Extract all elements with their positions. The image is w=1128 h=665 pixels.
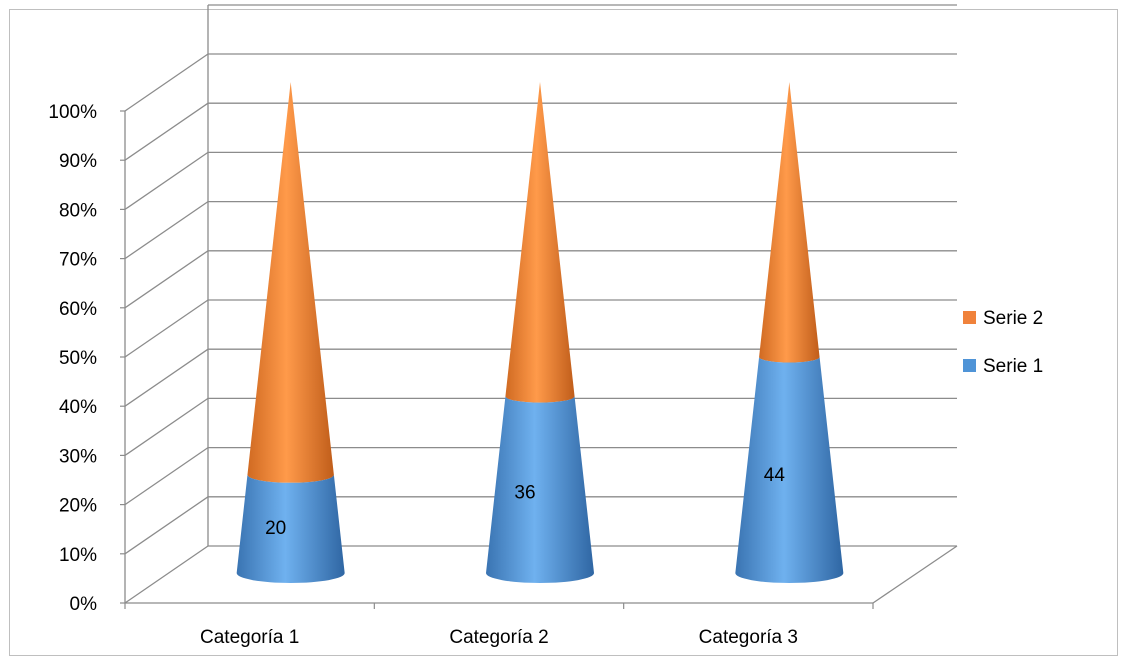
cone-3 — [735, 82, 844, 583]
category-label: Categoría 2 — [449, 627, 548, 648]
cone-segment-serie-2 — [759, 82, 820, 363]
gridline-diagonal — [124, 53, 209, 112]
cone-segment-serie-1 — [236, 474, 345, 583]
cone-2 — [486, 82, 594, 583]
gridline-diagonal — [124, 299, 209, 358]
cone-1 — [236, 82, 345, 583]
legend-label: Serie 2 — [983, 308, 1043, 329]
gridline-diagonal — [124, 545, 209, 604]
y-tick-label: 10% — [59, 545, 97, 566]
y-tick-label: 70% — [59, 250, 97, 271]
category-label: Categoría 3 — [699, 627, 798, 648]
gridline-diagonal — [124, 151, 209, 210]
gridline-diagonal — [124, 397, 209, 456]
y-tick-label: 20% — [59, 496, 97, 517]
y-tick-label: 90% — [59, 151, 97, 172]
y-tick-label: 40% — [59, 397, 97, 418]
data-labels: 20 36 44 — [265, 465, 785, 539]
data-label: 36 — [514, 482, 535, 503]
category-labels: Categoría 1 Categoría 2 Categoría 3 — [200, 627, 798, 648]
gridline-spacer — [125, 5, 208, 111]
y-tick-label: 30% — [59, 446, 97, 467]
cones — [236, 82, 844, 583]
gridline-diagonal — [124, 496, 209, 555]
y-tick-label: 100% — [48, 102, 97, 123]
data-label: 20 — [265, 518, 286, 539]
cone-segment-serie-1 — [486, 396, 594, 583]
gridline-diagonal — [124, 201, 209, 260]
data-label: 44 — [764, 465, 786, 486]
legend-label: Serie 1 — [983, 356, 1043, 377]
legend-swatch — [963, 311, 976, 324]
gridlines — [124, 4, 957, 604]
category-label: Categoría 1 — [200, 627, 299, 648]
legend-swatch — [963, 359, 976, 372]
gridline-diagonal — [124, 102, 209, 161]
gridline-diagonal — [124, 447, 209, 506]
y-tick-label: 50% — [59, 348, 97, 369]
gridline-diagonal — [124, 250, 209, 309]
cone-segment-serie-1 — [735, 356, 844, 583]
legend: Serie 2 Serie 1 — [963, 308, 1043, 377]
cone-segment-serie-2 — [247, 82, 334, 483]
floor-right-edge — [872, 545, 958, 604]
axes — [120, 5, 958, 609]
y-axis-tick-labels: 0% 10% 20% 30% 40% 50% 60% 70% 80% 90% 100% — [48, 102, 97, 615]
cone-segment-serie-2 — [505, 82, 575, 403]
gridline-diagonal — [124, 348, 209, 407]
y-tick-label: 80% — [59, 200, 97, 221]
y-tick-label: 60% — [59, 299, 97, 320]
y-tick-label: 0% — [70, 594, 98, 615]
